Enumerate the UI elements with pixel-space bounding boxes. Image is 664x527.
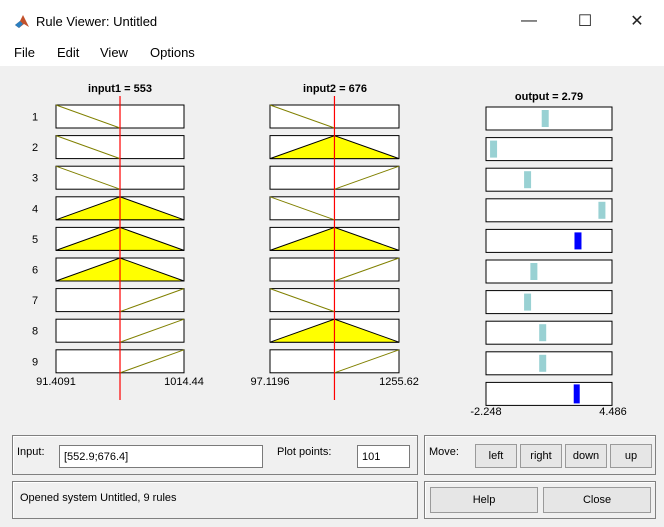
minimize-button[interactable]: — [521,12,537,29]
rule-3-input1-mf-line [55,165,121,190]
rule-4-input2-mf-line [269,196,335,221]
move-right-button[interactable]: right [520,444,562,468]
rule-number: 2 [32,142,38,154]
menu-bar [0,42,664,66]
input-vector-field[interactable] [59,445,263,468]
plot-points-field[interactable] [357,445,410,468]
rule-1-output-bar [541,110,549,127]
rule-number: 4 [32,203,38,215]
output-title: output = 2.79 [515,91,583,103]
help-button[interactable]: Help [430,487,538,513]
maximize-button[interactable]: ☐ [577,13,593,30]
rule-7-output-bar [524,293,532,311]
rule-number: 5 [32,234,38,246]
close-button[interactable]: Close [543,487,651,513]
rule-8-output-bar [539,324,547,342]
rule-7-input2-mf-line [269,288,335,313]
rule-8-input1-mf-line [119,318,185,343]
plot-points-label: Plot points: [277,446,332,458]
input1-min-label: 91.4091 [36,376,76,388]
rule-5-output-bar [574,232,582,250]
menu-edit[interactable]: Edit [57,45,80,60]
rule-number: 8 [32,326,38,338]
move-up-button[interactable]: up [610,444,652,468]
move-down-button[interactable]: down [565,444,607,468]
rule-1-input1-mf-line [55,104,121,129]
rule-9-output-bar [539,354,547,372]
output-min-label: -2.248 [470,406,501,418]
rule-7-input1-mf-line [119,288,185,313]
rule-number: 9 [32,356,38,368]
aggregated-output-box [485,381,613,406]
rule-8-output-box [485,320,613,345]
close-window-button[interactable]: ✕ [630,13,644,30]
rule-4-output-bar [598,201,606,219]
move-label: Move: [429,446,459,458]
window-title: Rule Viewer: Untitled [36,14,158,29]
rule-9-input2-mf-line [334,349,400,374]
rule-4-output-box [485,198,613,223]
rule-9-input1-mf-line [119,349,185,374]
rule-6-output-box [485,259,613,284]
menu-view[interactable]: View [100,45,128,60]
rule-number: 3 [32,173,38,185]
rule-2-input1-mf-line [55,135,121,160]
rule-9-output-box [485,351,613,376]
status-text: Opened system Untitled, 9 rules [20,492,177,504]
rule-1-input2-mf-line [269,104,335,129]
input-label: Input: [17,446,45,458]
input1-max-label: 1014.44 [164,376,204,388]
title-bar [0,0,664,42]
move-left-button[interactable]: left [475,444,517,468]
menu-file[interactable]: File [14,45,35,60]
rule-7-output-box [485,290,613,315]
rule-number: 1 [32,112,38,124]
input1-title: input1 = 553 [88,83,152,95]
status-panel [12,481,418,519]
menu-options[interactable]: Options [150,45,195,60]
rule-viewer-plot[interactable]: input1 = 553 input2 = 676 output = 2.79 … [0,66,664,429]
rule-5-output-box [485,228,613,253]
output-max-label: 4.486 [599,406,627,418]
rule-number: 7 [32,295,38,307]
input2-title: input2 = 676 [303,83,367,95]
rule-1-output-box [485,106,613,131]
rule-3-input2-mf-line [334,165,400,190]
rule-3-output-bar [524,171,532,189]
rule-6-input2-mf-line [334,257,400,282]
input2-min-label: 97.1196 [251,376,290,388]
input2-max-label: 1255.62 [379,376,419,388]
rule-3-output-box [485,167,613,192]
rule-number: 6 [32,265,38,277]
rule-2-output-bar [490,140,498,158]
matlab-logo-icon [15,15,29,28]
rule-2-output-box [485,137,613,162]
aggregated-output-bar [573,384,580,404]
rule-6-output-bar [530,263,538,280]
